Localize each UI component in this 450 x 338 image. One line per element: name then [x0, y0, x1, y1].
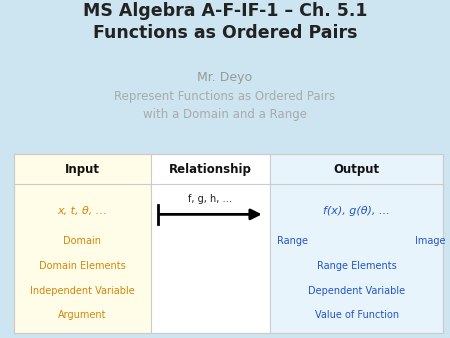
- FancyBboxPatch shape: [14, 154, 151, 333]
- Text: Image: Image: [414, 236, 445, 246]
- Text: x, t, θ, …: x, t, θ, …: [57, 206, 107, 216]
- FancyBboxPatch shape: [270, 154, 443, 333]
- Text: Input: Input: [65, 163, 99, 175]
- Text: Argument: Argument: [58, 310, 106, 320]
- Text: Represent Functions as Ordered Pairs
with a Domain and a Range: Represent Functions as Ordered Pairs wit…: [114, 90, 336, 121]
- Text: Domain Elements: Domain Elements: [39, 261, 126, 271]
- Text: Dependent Variable: Dependent Variable: [308, 286, 405, 296]
- FancyBboxPatch shape: [151, 154, 270, 333]
- Text: Range: Range: [277, 236, 308, 246]
- Text: f, g, h, …: f, g, h, …: [188, 194, 233, 204]
- Text: Range Elements: Range Elements: [317, 261, 396, 271]
- Text: MS Algebra A-F-IF-1 – Ch. 5.1
Functions as Ordered Pairs: MS Algebra A-F-IF-1 – Ch. 5.1 Functions …: [83, 2, 367, 42]
- Text: Domain: Domain: [63, 236, 101, 246]
- Text: Output: Output: [333, 163, 380, 175]
- Text: f(x), g(θ), …: f(x), g(θ), …: [323, 206, 390, 216]
- Text: Independent Variable: Independent Variable: [30, 286, 135, 296]
- Text: Relationship: Relationship: [169, 163, 252, 175]
- Text: Mr. Deyo: Mr. Deyo: [198, 71, 252, 84]
- Text: Value of Function: Value of Function: [315, 310, 399, 320]
